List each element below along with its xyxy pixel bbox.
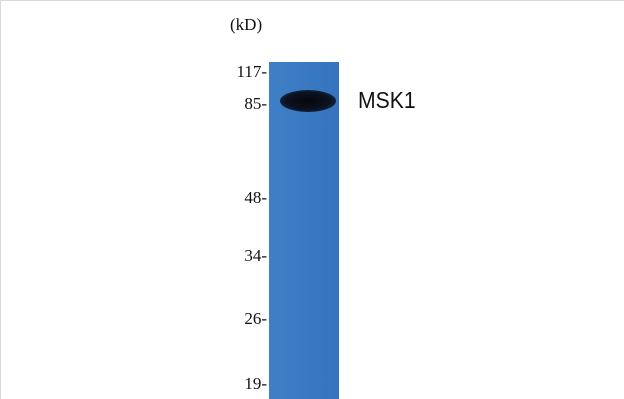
blot-lane [269, 62, 339, 399]
marker-19: 19- [244, 374, 267, 393]
marker-48: 48- [244, 188, 267, 207]
marker-26: 26- [244, 309, 267, 328]
band-label: MSK1 [358, 87, 416, 113]
marker-85: 85- [244, 94, 267, 113]
protein-band [280, 90, 336, 112]
marker-117: 117- [236, 62, 267, 81]
unit-label: (kD) [230, 15, 263, 34]
marker-34: 34- [244, 246, 267, 265]
